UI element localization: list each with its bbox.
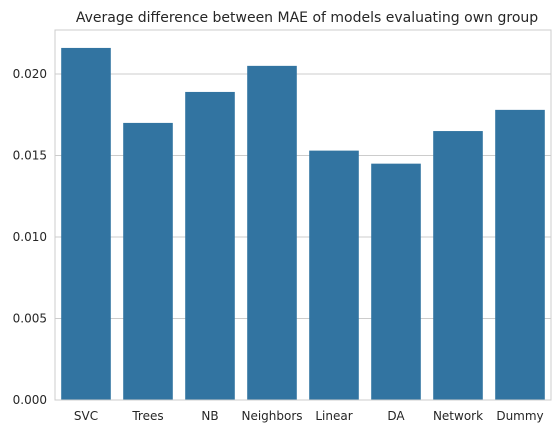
- chart-title: Average difference between MAE of models…: [76, 10, 538, 26]
- y-axis-ticks: 0.000 0.005 0.010 0.015 0.020: [13, 67, 47, 407]
- y-tick-label: 0.020: [13, 67, 47, 81]
- bars: [61, 47, 545, 401]
- y-tick-label: 0.010: [13, 230, 47, 244]
- bar-dummy: [495, 109, 545, 400]
- x-tick-label: Linear: [315, 409, 352, 423]
- bar-trees: [123, 122, 173, 401]
- bar-nb: [185, 91, 235, 400]
- y-tick-label: 0.000: [13, 393, 47, 407]
- x-tick-label: Trees: [131, 409, 163, 423]
- x-tick-label: Network: [433, 409, 483, 423]
- x-tick-label: Neighbors: [241, 409, 302, 423]
- bar-network: [433, 131, 483, 401]
- y-tick-label: 0.015: [13, 149, 47, 163]
- bar-da: [371, 163, 421, 400]
- axes-frame: [54, 29, 552, 401]
- x-axis-ticks: SVC Trees NB Neighbors Linear DA Network Dummy: [74, 409, 544, 423]
- x-tick-label: NB: [201, 409, 218, 423]
- y-tick-label: 0.005: [13, 312, 47, 326]
- x-tick-label: SVC: [74, 409, 98, 423]
- bar-neighbors: [247, 65, 297, 400]
- bar-svc: [61, 47, 111, 401]
- x-tick-label: Dummy: [496, 409, 543, 423]
- bar-linear: [309, 150, 359, 400]
- x-tick-label: DA: [387, 409, 405, 423]
